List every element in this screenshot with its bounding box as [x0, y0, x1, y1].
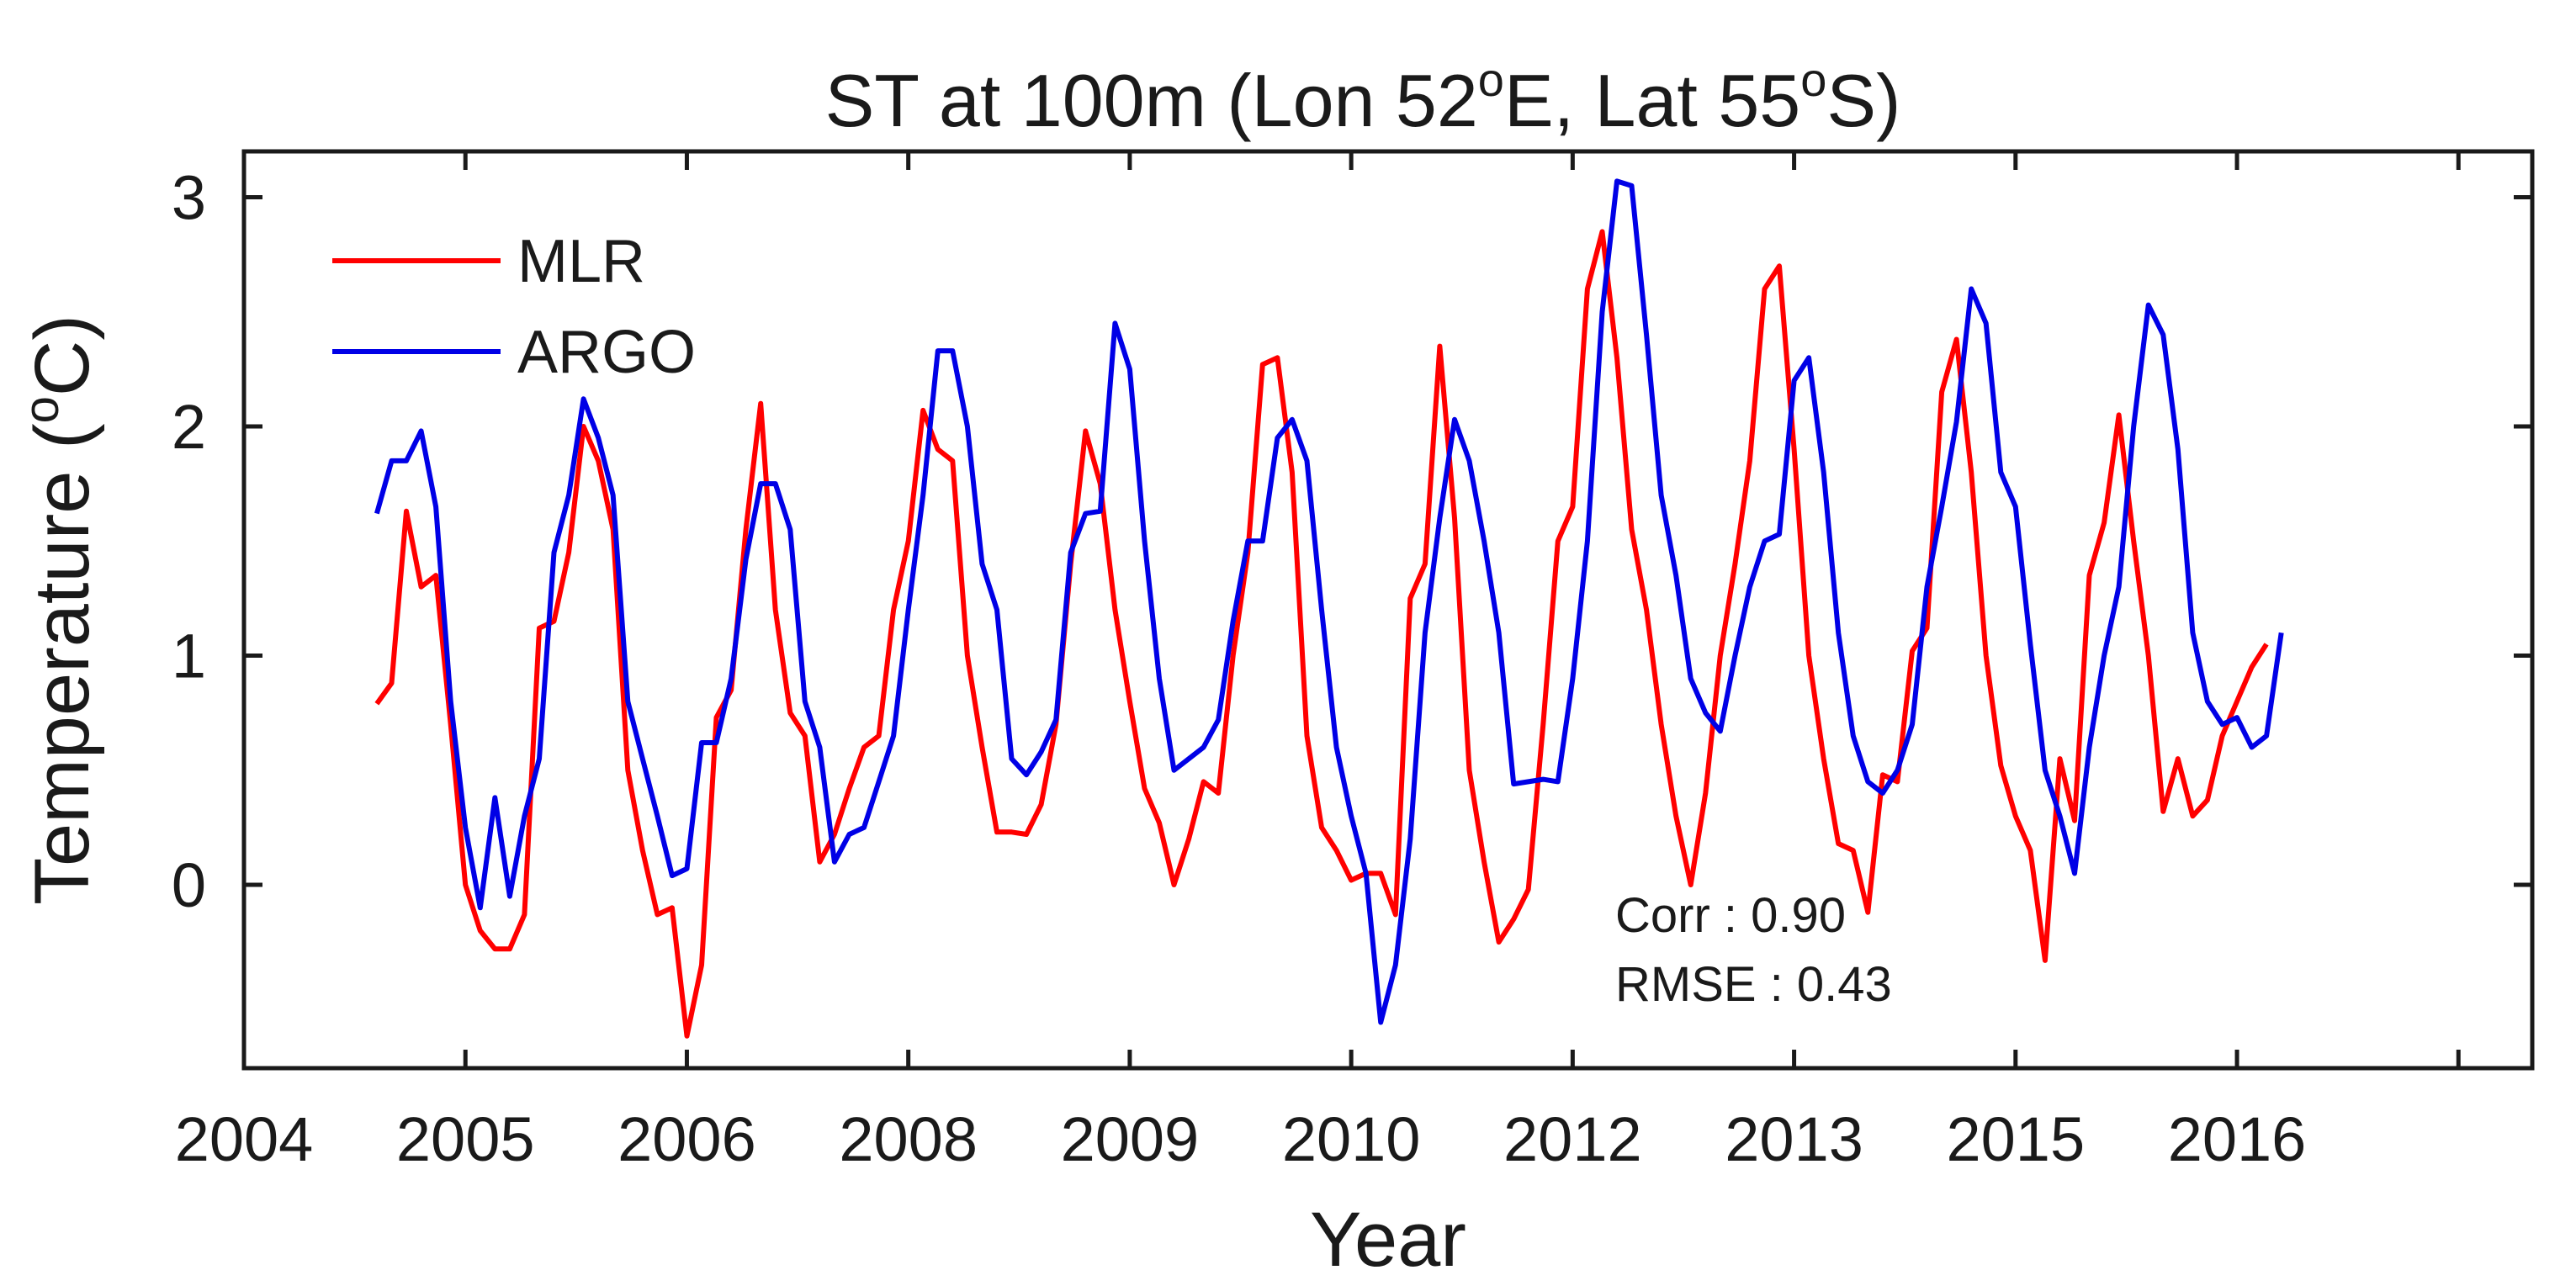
- series-mlr: [374, 229, 2269, 1039]
- x-tick-label: 2005: [396, 1104, 535, 1174]
- x-tick-label: 2008: [839, 1104, 978, 1174]
- y-tick-label: 2: [172, 392, 206, 462]
- mlr-line: [374, 229, 2269, 1039]
- x-axis-label: Year: [1310, 1197, 1466, 1283]
- annotation-corr: Corr : 0.90: [1615, 888, 1846, 943]
- series-argo: [374, 178, 2284, 1025]
- y-axis-label: Temperature (oC): [14, 315, 105, 905]
- annotation-rmse: RMSE : 0.43: [1615, 957, 1892, 1012]
- x-tick-label: 2004: [175, 1104, 314, 1174]
- chart-title: ST at 100m (Lon 52oE, Lat 55oS): [825, 53, 1901, 142]
- x-tick-label: 2013: [1725, 1104, 1863, 1174]
- plot-frame: [241, 149, 2535, 1071]
- x-tick-label: 2016: [2168, 1104, 2307, 1174]
- legend: MLR ARGO: [332, 228, 696, 386]
- argo-line: [374, 178, 2284, 1025]
- legend-mlr-label: MLR: [517, 228, 645, 295]
- x-tick-label: 2015: [1946, 1104, 2085, 1174]
- x-axis-ticks: 2004 2005 2006 2008 2009 2010 2012 2013 2015 2016: [175, 151, 2461, 1174]
- y-axis-ticks: 0 1 2 3: [172, 163, 2532, 920]
- legend-argo-label: ARGO: [517, 319, 696, 386]
- x-tick-label: 2006: [617, 1104, 756, 1174]
- y-tick-label: 1: [172, 622, 206, 691]
- x-tick-label: 2009: [1061, 1104, 1200, 1174]
- x-tick-label: 2012: [1503, 1104, 1642, 1174]
- x-tick-label: 2010: [1282, 1104, 1421, 1174]
- y-tick-label: 0: [172, 850, 206, 920]
- y-tick-label: 3: [172, 163, 206, 233]
